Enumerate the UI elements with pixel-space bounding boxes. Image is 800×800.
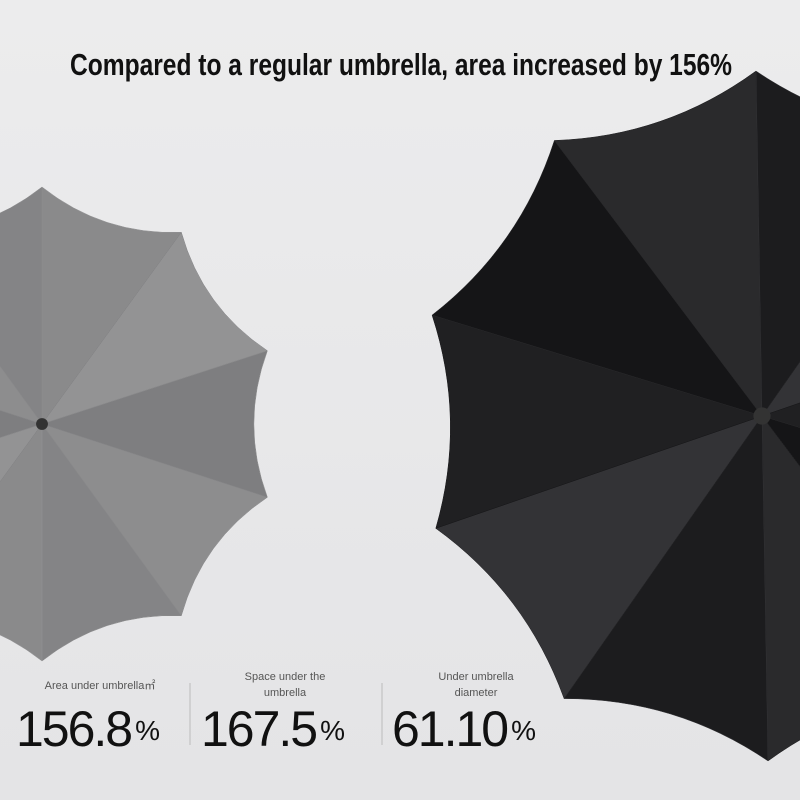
stat-number: 61.10 [392, 701, 507, 757]
stat-label: Area under umbrella㎡ [45, 679, 156, 692]
stat-number: 156.8 [16, 701, 131, 757]
umbrella-panel [41, 350, 268, 498]
umbrella-panel [761, 361, 800, 417]
umbrella-panel [761, 402, 800, 428]
umbrella-panel [0, 410, 43, 438]
umbrella-tip [36, 418, 48, 430]
stat-label: Space under the umbrella [245, 671, 326, 699]
umbrella-panel [435, 415, 763, 700]
umbrella-panel [41, 186, 182, 425]
umbrella-panel [553, 70, 763, 417]
stat-value: 61.10% [392, 701, 536, 757]
stat-unit: % [320, 715, 345, 746]
stat-unit: % [511, 715, 536, 746]
stat-value: 167.5% [201, 701, 345, 757]
umbrella-panel [0, 423, 43, 483]
stats: Area under umbrella㎡ 156.8 % Space under th… [16, 671, 536, 757]
stat-unit: % [135, 715, 160, 746]
umbrella-panel [563, 415, 769, 762]
umbrella-panel [755, 70, 800, 417]
stat-value: 156.8% [16, 701, 160, 757]
stat-number: 167.5 [201, 701, 316, 757]
umbrella-panel [0, 186, 43, 425]
umbrella-tip [753, 407, 771, 425]
umbrella-panel [41, 423, 268, 617]
umbrella-panel [431, 314, 763, 529]
umbrella-panel [431, 139, 763, 417]
umbrellas [0, 70, 800, 762]
title: Compared to a regular umbrella, area inc… [70, 47, 732, 82]
umbrella-panel [41, 423, 182, 662]
umbrella-panel [41, 231, 268, 425]
umbrella-panel [761, 415, 800, 762]
umbrella-panel [0, 423, 43, 662]
stat-label: Under umbrella diameter [438, 671, 514, 699]
